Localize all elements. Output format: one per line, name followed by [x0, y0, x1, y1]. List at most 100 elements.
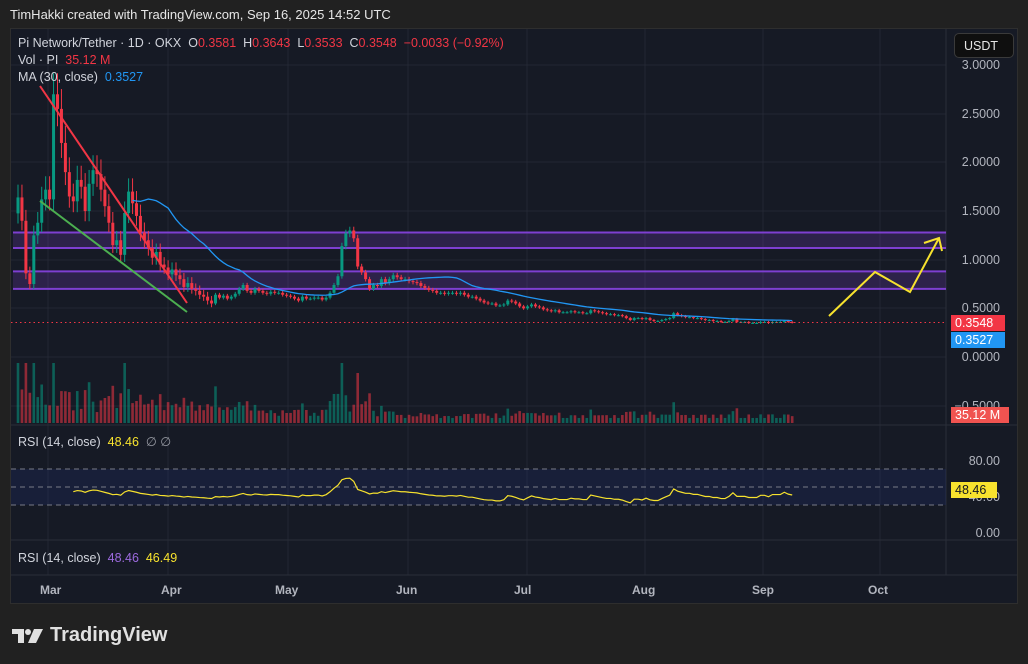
candle-body: [75, 179, 79, 202]
candle-body: [593, 310, 597, 312]
candle-body: [233, 293, 237, 297]
volume-bar: [151, 399, 154, 423]
volume-bar: [411, 416, 415, 423]
candle-body: [91, 170, 95, 184]
ma-legend[interactable]: MA (30, close) 0.3527: [18, 70, 143, 84]
volume-bar: [154, 405, 158, 423]
candle-body: [652, 320, 656, 322]
price-tick: 1.5000: [961, 204, 1000, 218]
price-tick: 1.0000: [961, 253, 1000, 267]
volume-bar: [522, 413, 525, 423]
candle-body: [399, 277, 403, 280]
volume-bar: [174, 403, 178, 423]
volume-bar: [368, 393, 371, 423]
volume-bar: [289, 412, 292, 423]
candle-body: [664, 319, 668, 321]
candle-body: [48, 189, 52, 200]
candle-body: [281, 292, 285, 295]
candle-body: [277, 292, 281, 294]
volume-bar: [759, 414, 762, 423]
candle-body: [348, 230, 352, 234]
candle-body: [466, 294, 470, 297]
candle-body: [624, 316, 628, 319]
candle-body: [372, 284, 375, 289]
candle-body: [186, 283, 190, 287]
chart-frame[interactable]: [10, 28, 1018, 604]
volume-bar: [399, 414, 403, 423]
candle-body: [198, 290, 202, 295]
volume-bar: [510, 415, 514, 423]
candle-body: [699, 318, 703, 320]
time-tick-jun: Jun: [396, 583, 418, 597]
candle-body: [719, 320, 723, 322]
volume-bar: [60, 391, 63, 423]
volume-bar: [312, 412, 316, 423]
candle-body: [530, 304, 533, 307]
volume-bar: [158, 394, 162, 423]
volume-bar: [147, 403, 150, 423]
volume-bar: [309, 415, 312, 423]
candle-body: [217, 294, 221, 298]
candle-body: [423, 285, 427, 288]
candle-body: [99, 174, 103, 190]
volume-bar: [569, 415, 573, 423]
volume-bar: [40, 384, 43, 423]
volume-bar: [530, 413, 533, 423]
volume-bar: [553, 415, 557, 423]
candle-body: [526, 306, 530, 309]
volume-bar: [297, 409, 300, 423]
volume-bar: [388, 411, 391, 423]
volume-bar: [237, 401, 241, 423]
volume-value: 35.12 M: [65, 53, 111, 67]
volume-bar: [226, 407, 229, 423]
volume-bar: [656, 417, 660, 423]
volume-bar: [364, 401, 367, 423]
candle-body: [636, 318, 640, 320]
currency-unit-button[interactable]: USDT: [954, 33, 1014, 58]
volume-bar: [423, 414, 427, 423]
rsi-legend[interactable]: RSI (14, close) 48.46 ∅ ∅: [18, 434, 171, 449]
volume-bar: [162, 410, 166, 423]
candle-body: [158, 251, 162, 265]
volume-bar: [755, 417, 758, 423]
candle-body: [154, 251, 158, 258]
volume-bar: [779, 417, 782, 423]
volume-bar: [293, 409, 296, 423]
volume-bar: [613, 415, 616, 423]
candle-body: [644, 318, 648, 320]
candle-body: [229, 296, 233, 299]
rsi2-legend[interactable]: RSI (14, close) 48.46 46.49: [18, 551, 177, 565]
volume-bar: [474, 413, 478, 423]
candle-body: [565, 312, 569, 314]
volume-bar: [672, 402, 675, 423]
volume-bar: [747, 414, 751, 423]
volume-bar: [790, 416, 794, 423]
volume-bar: [131, 403, 134, 423]
projection-arrowhead: [923, 236, 943, 252]
candle-body: [723, 321, 727, 323]
candle-body: [285, 294, 289, 296]
candle-body: [308, 298, 312, 300]
candle-body: [32, 235, 36, 285]
volume-bar: [731, 411, 735, 423]
candle-body: [628, 318, 632, 321]
candle-body: [324, 297, 328, 300]
candle-body: [95, 170, 99, 175]
candle-body: [676, 313, 680, 316]
tradingview-logo[interactable]: TradingView: [12, 624, 167, 647]
close-value: 0.3548: [358, 36, 397, 50]
candle-body: [660, 320, 664, 322]
volume-bar: [565, 417, 569, 423]
candle-body: [585, 313, 589, 315]
price-tick: 2.5000: [961, 107, 1000, 121]
candle-body: [174, 269, 178, 276]
volume-legend[interactable]: Vol · PI 35.12 M: [18, 53, 110, 67]
volume-bar: [585, 417, 589, 423]
candle-body: [142, 232, 146, 241]
open-label: O: [188, 36, 198, 50]
symbol-legend: Pi Network/Tether · 1D · OKX O0.3581 H0.…: [18, 36, 504, 50]
candle-body: [300, 296, 304, 301]
candle-body: [245, 284, 249, 291]
low-label: L: [297, 36, 305, 50]
